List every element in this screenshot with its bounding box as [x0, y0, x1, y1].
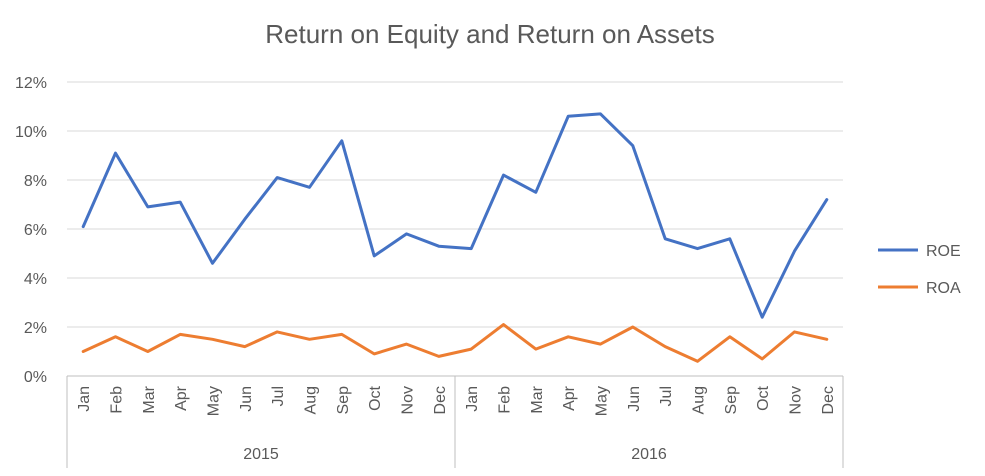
series-line-roe [81, 112, 829, 319]
x-tick-label: Apr [561, 385, 578, 411]
gridlines [67, 81, 843, 377]
x-tick-label: Aug [691, 386, 708, 414]
x-tick-label: Oct [367, 385, 384, 410]
y-tick-label: 10% [15, 124, 47, 141]
x-tick-label: Jun [238, 386, 255, 412]
x-tick-label: Nov [400, 386, 417, 414]
x-tick-label: Jun [626, 386, 643, 412]
y-tick-label: 6% [24, 222, 47, 239]
x-tick-label: Nov [788, 386, 805, 414]
x-tick-label: Dec [820, 386, 837, 414]
x-tick-label: Sep [335, 386, 352, 415]
legend: ROE ROA [878, 243, 961, 297]
x-tick-label: Apr [173, 385, 190, 411]
x-axis: Jan Feb Mar Apr May Jun Jul Aug Sep Oct Nov Dec Jan F… [66, 376, 844, 468]
chart-title: Return on Equity and Return on Assets [265, 19, 715, 49]
x-tick-label: Aug [303, 386, 320, 414]
x-tick-label: Jan [464, 386, 481, 412]
series-line-roa [81, 323, 829, 363]
x-tick-label: Mar [529, 385, 546, 413]
x-tick-label: May [594, 386, 611, 416]
x-tick-label: Jul [270, 386, 287, 406]
x-tick-label: Oct [755, 385, 772, 410]
x-tick-label: Mar [141, 385, 158, 413]
y-tick-label: 8% [24, 173, 47, 190]
y-tick-label: 2% [24, 320, 47, 337]
x-tick-label: May [206, 386, 223, 416]
x-tick-label: Sep [723, 386, 740, 415]
legend-label-roe: ROE [926, 243, 961, 260]
series-lines [81, 112, 829, 363]
x-group-label: 2015 [243, 446, 279, 463]
y-tick-label: 4% [24, 271, 47, 288]
x-tick-label: Feb [497, 386, 514, 414]
x-tick-label: Dec [432, 386, 449, 414]
y-tick-label: 0% [24, 369, 47, 386]
x-group-label: 2016 [631, 446, 667, 463]
x-tick-label: Jul [658, 386, 675, 406]
y-axis: 0% 2% 4% 6% 8% 10% 12% [15, 75, 47, 386]
x-tick-label: Feb [109, 386, 126, 414]
y-tick-label: 12% [15, 75, 47, 92]
legend-label-roa: ROA [926, 280, 961, 297]
x-tick-label: Jan [76, 386, 93, 412]
